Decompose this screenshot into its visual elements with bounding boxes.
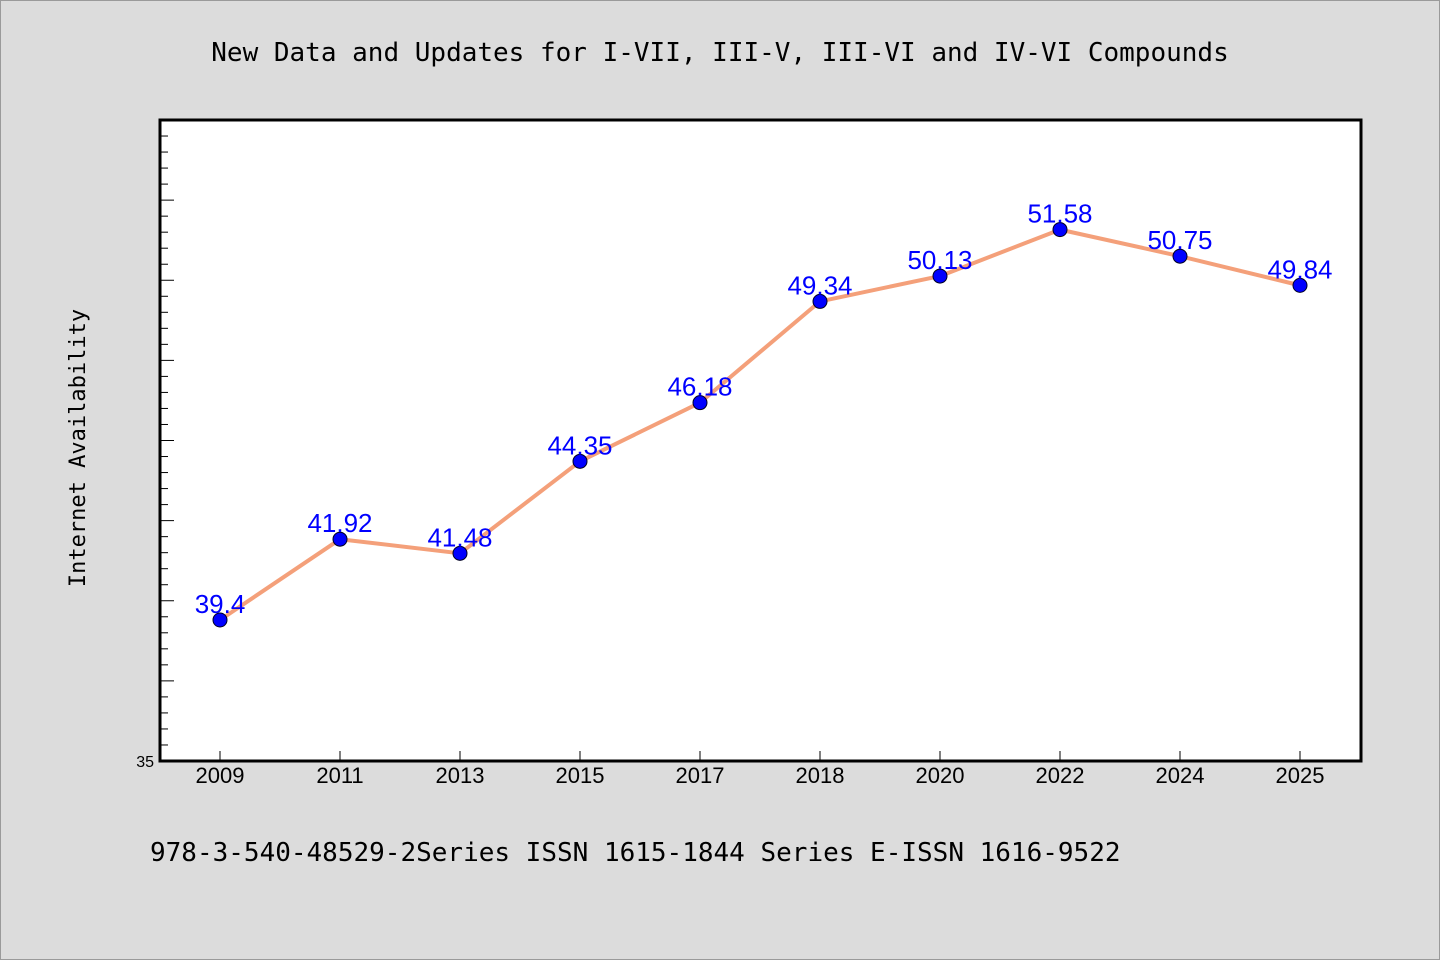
data-point [932,268,948,284]
x-tick-label: 2011 [316,763,363,788]
data-label: 49.84 [1267,254,1332,284]
x-tick-label: 2022 [1036,763,1085,788]
footer-text: 978-3-540-48529-2Series ISSN 1615-1844 S… [150,838,1121,868]
data-label: 46.18 [667,372,732,402]
data-point [1292,277,1308,293]
data-point [212,612,228,628]
data-point [572,453,588,469]
data-label: 51.58 [1027,199,1092,229]
y-axis-ticks: 35 [136,135,174,771]
x-tick-label: 2009 [196,763,245,788]
data-point [692,395,708,411]
x-tick-label: 2013 [436,763,485,788]
data-label: 41.48 [427,522,492,552]
x-tick-label: 2024 [1156,763,1205,788]
x-tick-label: 2017 [676,763,725,788]
y-axis-label: Internet Availability [66,309,91,587]
data-point [1172,248,1188,264]
data-point [812,293,828,309]
x-tick-label: 2020 [916,763,965,788]
x-tick-label: 2015 [556,763,605,788]
data-label: 39.4 [195,589,246,619]
series-line [218,227,1301,622]
plot-area [158,118,1363,763]
x-axis: 2009 2011 2013 2015 2017 2018 2020 2022 2024 2025 [196,751,1325,788]
data-label: 49.34 [787,270,852,300]
data-label: 50.13 [907,245,972,275]
y-tick-label: 35 [136,754,154,771]
data-point [332,531,348,547]
series-layer: 39.4 41.92 41.48 44.35 46.18 49.34 50.13 51.58 5… [195,199,1333,628]
data-point [452,545,468,561]
x-tick-label: 2025 [1276,763,1325,788]
data-point [1052,222,1068,238]
data-label: 41.92 [307,508,372,538]
x-tick-label: 2018 [796,763,845,788]
data-label: 50.75 [1147,225,1212,255]
data-label: 44.35 [547,430,612,460]
chart-title: New Data and Updates for I-VII, III-V, I… [211,38,1228,68]
